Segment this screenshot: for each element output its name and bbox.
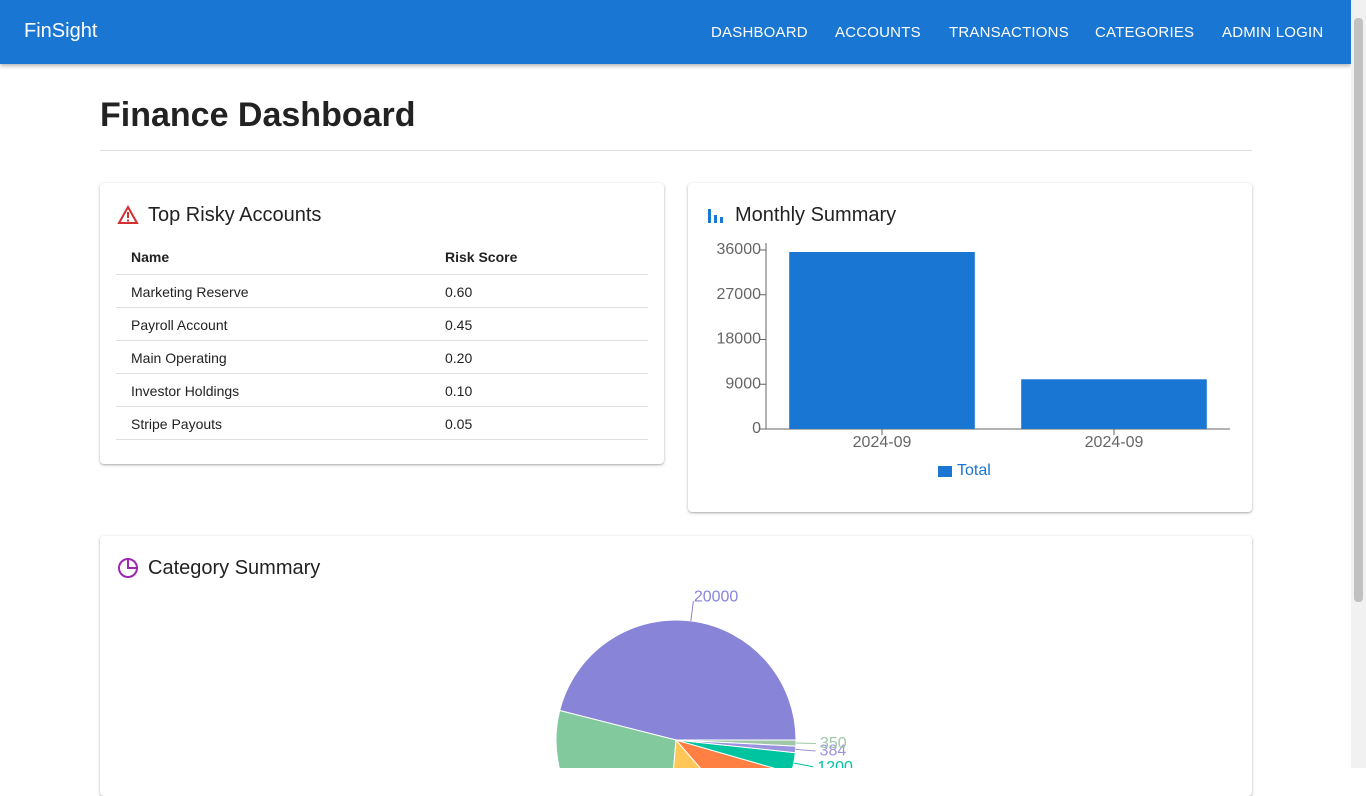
x-tick-label: 2024-09 [1085,434,1144,451]
table-line [116,274,648,275]
y-tick-label: 27000 [717,286,762,303]
table-line [116,373,648,374]
slice-label: 384 [820,742,847,759]
card [100,183,664,464]
pie-slice [675,739,797,747]
legend-swatch [938,466,952,477]
nav-bar: FinSight DASHBOARD ACCOUNTS TRANSACTIONS… [0,0,1351,64]
bar [1021,379,1207,429]
slice-label: 20000 [694,588,739,605]
warning-icon [117,205,139,224]
label-line [795,748,816,752]
table-cell: 0.20 [445,350,473,366]
slice-label: 1200 [817,759,853,768]
label-line [795,742,816,745]
card-title: Top Risky Accounts [148,204,322,226]
charts: 0 9000 18000 27000 36000 2024-09 2024-09 Total 2… [555,241,1230,768]
table-cell: 0.05 [445,416,473,432]
table-line [116,340,648,341]
column-header: Name [131,249,170,265]
page: FinSight DASHBOARD ACCOUNTS TRANSACTIONS… [0,0,1366,768]
y-tick-label: 18000 [717,331,762,348]
table-cell: Stripe Payouts [131,416,223,432]
table-line [116,406,648,407]
y-tick-label: 0 [752,420,761,437]
label-line [690,601,694,621]
table-cell: Investor Holdings [131,383,240,399]
table-cell: 0.45 [445,317,473,333]
card-title: Category Summary [148,557,321,579]
bar [789,251,975,429]
table-cell: Marketing Reserve [131,284,249,300]
table-cell: Main Operating [131,350,227,366]
scroll-thumb[interactable] [1354,18,1363,602]
x-tick-label: 2024-09 [853,434,912,451]
legend-label: Total [957,462,991,479]
nav-link[interactable]: ADMIN LOGIN [1222,24,1324,41]
nav-link[interactable]: ACCOUNTS [835,24,921,41]
pie-slice [555,709,677,768]
pie-icon [118,558,138,578]
column-header: Risk Score [445,249,518,265]
table-cell: 0.60 [445,284,473,300]
y-tick-label: 36000 [717,241,762,258]
y-tick-label: 9000 [725,375,761,392]
table-line [116,439,648,440]
nav-link[interactable]: DASHBOARD [711,24,808,41]
nav-link[interactable]: CATEGORIES [1095,24,1195,41]
label-line [793,762,814,768]
table-line [116,307,648,308]
divider [100,150,1252,151]
table-cell: 0.10 [445,383,473,399]
pie-slice [559,619,797,741]
nav-link[interactable]: TRANSACTIONS [949,24,1069,41]
page-title: Finance Dashboard [100,96,416,134]
slice-label: 350 [820,735,847,752]
brand[interactable]: FinSight [24,20,98,42]
table-cell: Payroll Account [131,317,228,333]
bar-icon [708,209,723,223]
card-title: Monthly Summary [735,204,897,226]
